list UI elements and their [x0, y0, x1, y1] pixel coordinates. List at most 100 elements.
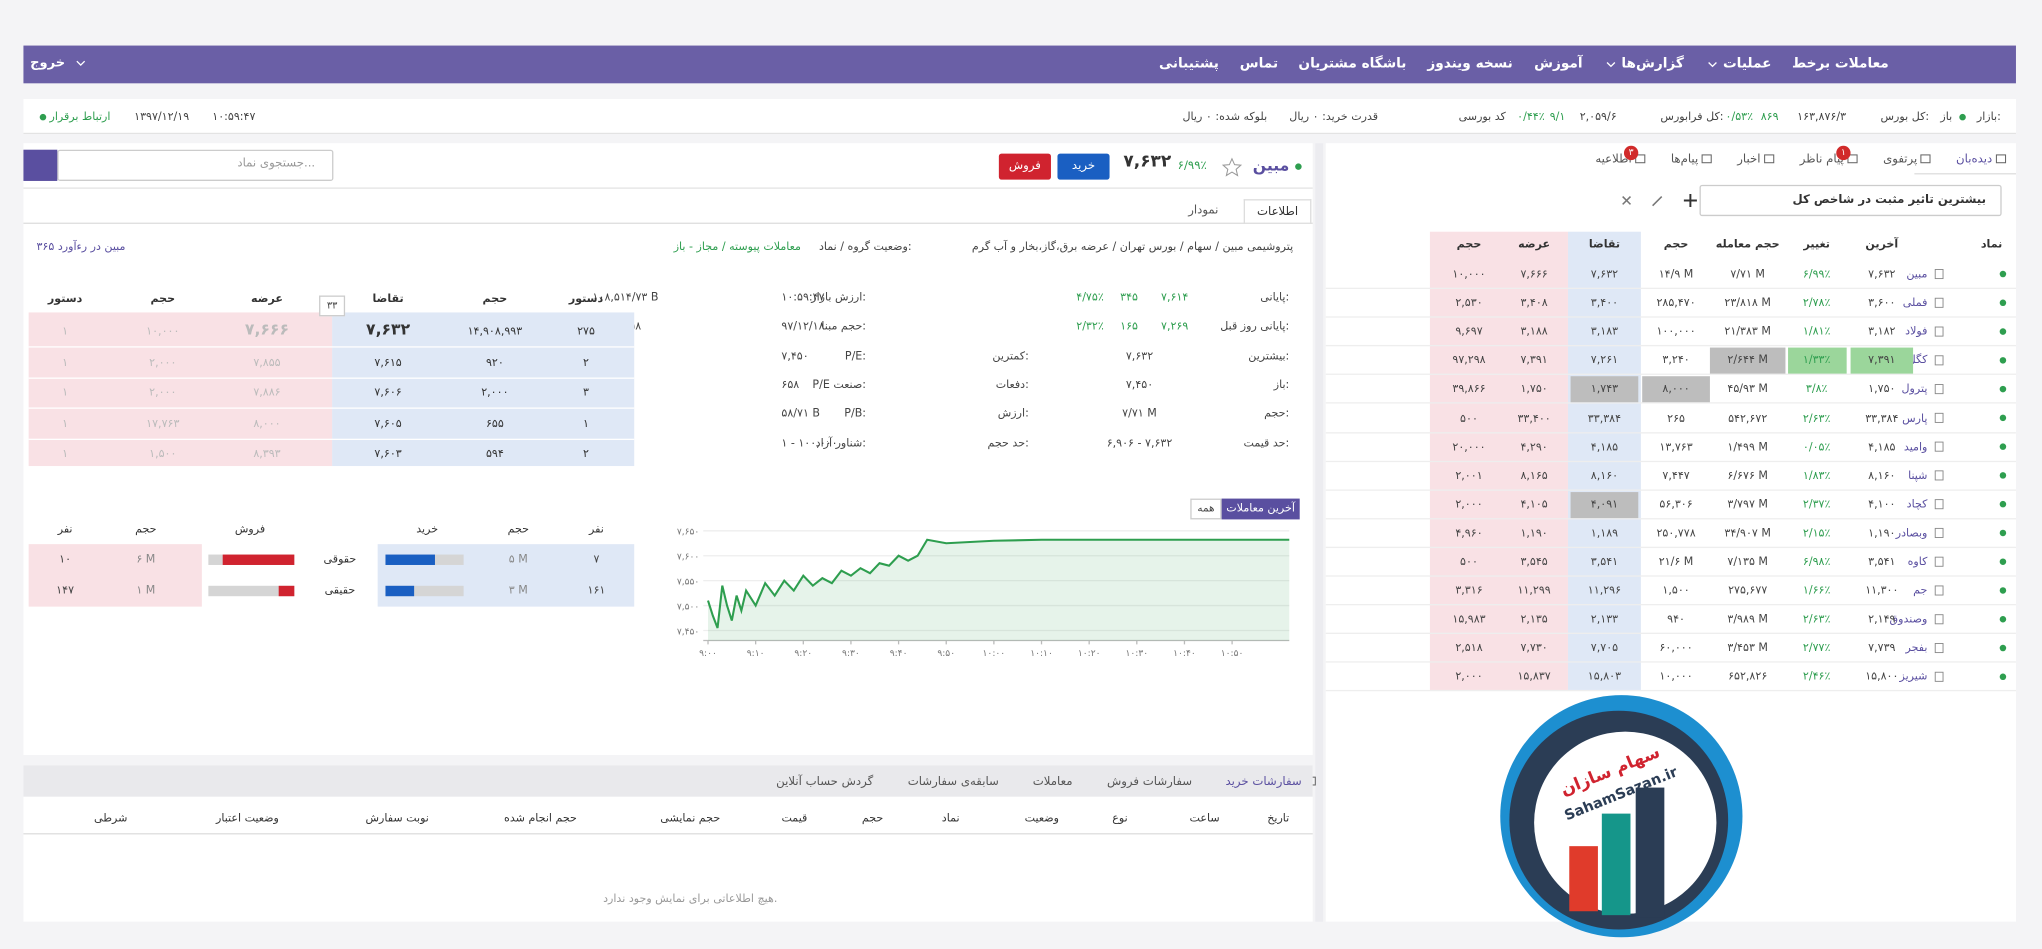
tab-active[interactable]: دیده‌بان	[1956, 153, 1993, 167]
orders-tab[interactable]: گردش حساب آنلاین	[776, 775, 874, 789]
watchlist-cell: ۱,۷۵۰	[1520, 383, 1548, 397]
orders-tab[interactable]: سفارشات فروش	[1106, 775, 1193, 789]
tab[interactable]: اطلاعیه	[1595, 153, 1632, 167]
logo-bar	[1635, 787, 1665, 918]
cell-highlight	[1642, 376, 1710, 403]
traders-header: نفر	[589, 523, 604, 537]
nav-bar	[23, 45, 2016, 84]
info-tab[interactable]: نمودار	[1188, 204, 1219, 218]
nav-item[interactable]: عملیات	[1722, 55, 1772, 72]
y-tick-label: ۷,۵۰۰	[677, 602, 699, 612]
row-divider	[1325, 402, 2016, 405]
watchlist-cell[interactable]: وبصادر	[1895, 527, 1928, 541]
row-icon	[1934, 671, 1944, 682]
date: ۱۳۹۷/۱۲/۱۹	[134, 110, 190, 124]
watchlist-cell: ۷,۶۶۶	[1520, 268, 1548, 282]
tab[interactable]: پیام‌ها	[1670, 153, 1699, 167]
x-tick-label: ۱۰:۳۰	[1125, 649, 1148, 659]
watchlist-cell[interactable]: وامید	[1903, 440, 1928, 454]
orders-tabbar	[23, 765, 1313, 797]
x-tick-label: ۹:۲۰	[794, 649, 812, 659]
stat-label: دفعات:	[995, 378, 1029, 392]
watchlist-cell[interactable]: فملی	[1902, 296, 1928, 310]
sell-count: ۱۰	[59, 553, 72, 567]
watchlist-cell[interactable]: پارس	[1902, 412, 1928, 426]
watchlist-cell: ۴,۱۸۵	[1590, 440, 1619, 454]
watchlist-cell: ۶/۹۹٪	[1802, 268, 1831, 282]
stat-value: ۶۵۸	[781, 378, 800, 392]
watchlist-cell: ۲/۳۷٪	[1802, 498, 1831, 512]
watchlist-cell: ۱۳,۷۶۳	[1659, 440, 1693, 454]
orderbook-cell: ۷,۶۳۲	[366, 320, 411, 339]
watchlist-cell[interactable]: شپنا	[1908, 469, 1928, 483]
watchlist-cell[interactable]: جم	[1913, 584, 1928, 598]
row-divider	[1325, 546, 2016, 548]
watchlist-cell: ۳۴/۹۰۷ M	[1724, 527, 1771, 541]
buy-volume: ۵ M	[508, 553, 528, 567]
tab[interactable]: پیام ناظر	[1799, 153, 1844, 167]
watchlist-cell: ۱,۱۸۹	[1590, 527, 1619, 541]
watchlist-cell[interactable]: شیریز	[1899, 670, 1928, 684]
buy-button[interactable]: خرید	[1057, 153, 1110, 180]
watchlist-cell: ۲۰,۰۰۰	[1452, 440, 1486, 454]
search-placeholder: جستجوی نماد...	[237, 157, 316, 171]
chart-title[interactable]: آخرین معاملات	[1221, 498, 1300, 520]
info-tab-active[interactable]: اطلاعات	[1243, 199, 1312, 224]
column-header: تقاضا	[1588, 238, 1621, 252]
nav-item[interactable]: آموزش	[1534, 55, 1583, 72]
tab[interactable]: اخبار	[1737, 153, 1761, 167]
orders-tab[interactable]: معاملات	[1032, 775, 1073, 789]
nav-item[interactable]: تماس	[1239, 55, 1279, 72]
orders-tab-active[interactable]: سفارشات خرید	[1225, 775, 1302, 789]
sell-button[interactable]: فروش	[998, 153, 1051, 180]
watchlist-cell: ۱/۸۱٪	[1802, 325, 1831, 339]
rahavard-link[interactable]: مبین در رءآورد ۳۶۵	[36, 240, 126, 254]
stat-label: کمترین:	[992, 349, 1029, 363]
stat-value: ۱۰:۵۹:۴۷	[781, 291, 825, 305]
status-code-label: کد بورسی	[1458, 110, 1506, 124]
nav-item[interactable]: باشگاه مشتریان	[1298, 55, 1407, 72]
nav-item[interactable]: پشتیبانی	[1159, 55, 1219, 72]
tab[interactable]: پرتفوی	[1883, 153, 1918, 167]
watchlist-cell: ۲۸۵,۴۷۰	[1656, 296, 1696, 310]
star-icon	[1221, 157, 1243, 177]
watchlist-cell[interactable]: مبین	[1906, 268, 1928, 282]
row-divider	[1325, 287, 2016, 289]
orderbook-cell: ۷,۶۰۵	[374, 417, 402, 431]
status-ifb-value: ۲,۰۵۹/۶	[1579, 110, 1617, 124]
orders-header: نوبت سفارش	[365, 812, 429, 826]
watchlist-cell[interactable]: فولاد	[1905, 325, 1928, 339]
watchlist-cell: ۳,۵۴۱	[1590, 555, 1619, 569]
x-tick-label: ۹:۵۰	[937, 649, 955, 659]
orderbook-cell: ۲	[583, 356, 590, 370]
sell-bar	[278, 585, 295, 597]
watchlist-cell[interactable]: کاوه	[1907, 555, 1928, 569]
filter-select[interactable]	[1699, 184, 2002, 217]
sell-bar-track	[208, 585, 295, 597]
stat-label: حد حجم:	[987, 436, 1029, 450]
chart-area	[708, 539, 1290, 641]
row-divider	[1325, 632, 2016, 635]
logo-bar	[1601, 813, 1631, 916]
watchlist-cell[interactable]: کچاد	[1906, 498, 1928, 512]
column-header: حجم معامله	[1715, 238, 1780, 252]
search-box[interactable]	[57, 149, 334, 181]
watchlist-cell[interactable]: بفجر	[1905, 642, 1928, 656]
row-divider	[28, 407, 635, 409]
row-icon	[1934, 326, 1944, 337]
chart-filter[interactable]: همه	[1190, 498, 1222, 520]
nav-item[interactable]: معاملات برخط	[1791, 55, 1889, 72]
x-tick-label: ۹:۱۰	[747, 649, 765, 659]
nav-item[interactable]: نسخه ویندوز	[1427, 55, 1513, 72]
orders-header: تاریخ	[1267, 812, 1290, 826]
orders-header: حجم انجام شده	[504, 812, 577, 826]
watchlist-cell[interactable]: پترول	[1901, 383, 1928, 397]
nav-exit[interactable]: خروج	[30, 55, 66, 71]
orderbook-cell: ۱۰,۰۰۰	[146, 325, 180, 339]
orders-tab[interactable]: سابقه‌ی سفارشات	[907, 775, 999, 789]
watchlist-cell[interactable]: وصندوق	[1889, 613, 1928, 627]
search-button[interactable]	[23, 149, 58, 181]
watchlist-cell: ۲,۰۰۰	[1455, 498, 1483, 512]
blocked-amount: بلوکه شده: ۰ ریال	[1182, 110, 1268, 124]
nav-item[interactable]: گزارش‌ها	[1621, 55, 1684, 72]
